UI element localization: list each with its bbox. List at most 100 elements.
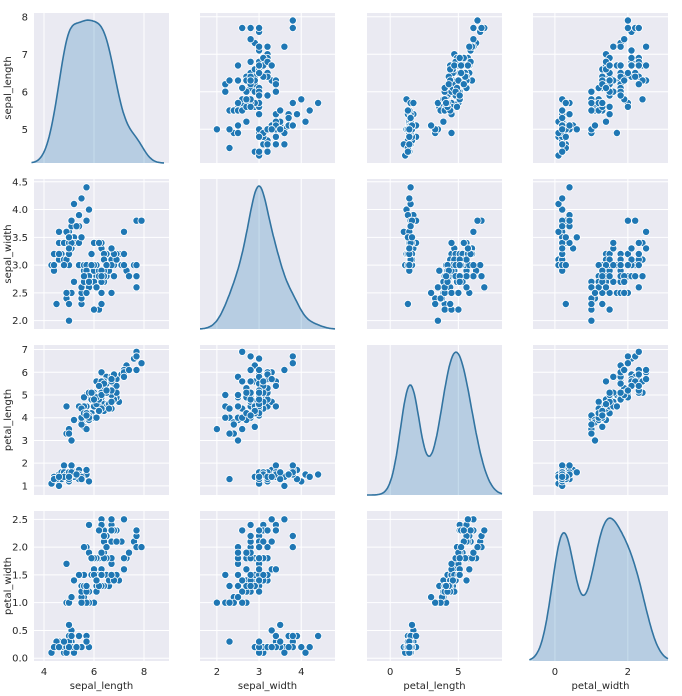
- scatter-point: [65, 233, 74, 242]
- scatter-point: [67, 632, 76, 641]
- scatter-point: [95, 406, 104, 415]
- scatter-point: [110, 272, 119, 281]
- scatter-point: [561, 132, 570, 141]
- scatter-point: [638, 272, 647, 281]
- scatter-point: [288, 532, 297, 541]
- scatter-point: [455, 570, 464, 579]
- scatter-point: [442, 272, 451, 281]
- scatter-point: [620, 35, 629, 44]
- scatter-point: [75, 211, 84, 220]
- scatter-point: [233, 61, 242, 70]
- scatter-point: [55, 643, 64, 652]
- scatter-point: [271, 526, 280, 535]
- scatter-point: [473, 543, 482, 552]
- scatter-point: [132, 261, 141, 270]
- scatter-point: [255, 23, 264, 32]
- scatter-point: [82, 288, 91, 297]
- scatter-point: [225, 637, 234, 646]
- scatter-point: [95, 381, 104, 390]
- scatter-point: [454, 305, 463, 314]
- scatter-point: [591, 121, 600, 130]
- scatter-point: [77, 475, 86, 484]
- scatter-point: [246, 520, 255, 529]
- y-tick-label: 5: [22, 391, 28, 402]
- scatter-point: [263, 526, 272, 535]
- scatter-point: [263, 147, 272, 156]
- panel-background: [200, 511, 335, 661]
- scatter-point: [280, 648, 289, 657]
- scatter-point: [609, 42, 618, 51]
- scatter-point: [255, 395, 264, 404]
- scatter-point: [288, 359, 297, 368]
- scatter-point: [469, 548, 478, 557]
- scatter-point: [288, 16, 297, 25]
- scatter-point: [82, 637, 91, 646]
- scatter-point: [85, 277, 94, 286]
- kde-curve-petal_width: [529, 517, 669, 661]
- scatter-point: [255, 543, 264, 552]
- scatter-point: [587, 299, 596, 308]
- scatter-point: [469, 227, 478, 236]
- scatter-point: [255, 587, 264, 596]
- scatter-point: [267, 537, 276, 546]
- scatter-point: [87, 261, 96, 270]
- scatter-point: [55, 249, 64, 258]
- scatter-point: [448, 576, 457, 585]
- scatter-point: [82, 411, 91, 420]
- scatter-point: [609, 372, 618, 381]
- scatter-point: [638, 95, 647, 104]
- y-tick-label: 6: [22, 368, 28, 379]
- scatter-point: [454, 76, 463, 85]
- scatter-point: [92, 413, 101, 422]
- scatter-point: [120, 515, 129, 524]
- scatter-point: [280, 140, 289, 149]
- scatter-point: [455, 261, 464, 270]
- scatter-point: [594, 261, 603, 270]
- scatter-point: [616, 61, 625, 70]
- scatter-point: [77, 598, 86, 607]
- scatter-point: [259, 570, 268, 579]
- scatter-point: [405, 261, 414, 270]
- scatter-point: [558, 114, 567, 123]
- y-tick-label: 2.5: [12, 515, 28, 526]
- scatter-point: [97, 299, 106, 308]
- scatter-point: [85, 520, 94, 529]
- scatter-point: [238, 425, 247, 434]
- y-axis-label-petal_width: petal_width: [3, 557, 14, 615]
- scatter-point: [565, 461, 574, 470]
- scatter-point: [627, 54, 636, 63]
- scatter-point: [412, 632, 421, 641]
- scatter-point: [80, 543, 89, 552]
- scatter-point: [233, 128, 242, 137]
- scatter-point: [598, 411, 607, 420]
- scatter-point: [97, 368, 106, 377]
- scatter-point: [132, 352, 141, 361]
- scatter-point: [225, 429, 234, 438]
- scatter-point: [558, 472, 567, 481]
- scatter-point: [225, 143, 234, 152]
- scatter-point: [276, 106, 285, 115]
- scatter-point: [132, 526, 141, 535]
- scatter-point: [276, 125, 285, 134]
- panel-petal_width-vs-sepal_length: [34, 511, 169, 661]
- scatter-point: [246, 365, 255, 374]
- scatter-point: [95, 238, 104, 247]
- scatter-point: [238, 526, 247, 535]
- y-tick-label: 2.0: [12, 543, 28, 554]
- scatter-point: [107, 288, 116, 297]
- scatter-point: [267, 515, 276, 524]
- y-tick-label: 1.0: [12, 598, 28, 609]
- scatter-point: [431, 299, 440, 308]
- scatter-point: [602, 84, 611, 93]
- scatter-point: [598, 422, 607, 431]
- x-tick-label: 4: [41, 667, 47, 678]
- scatter-point: [102, 261, 111, 270]
- scatter-point: [631, 216, 640, 225]
- scatter-point: [271, 87, 280, 96]
- scatter-point: [439, 117, 448, 126]
- scatter-point: [444, 80, 453, 89]
- scatter-point: [462, 283, 471, 292]
- scatter-point: [616, 42, 625, 51]
- scatter-point: [100, 532, 109, 541]
- panel-background: [367, 13, 502, 163]
